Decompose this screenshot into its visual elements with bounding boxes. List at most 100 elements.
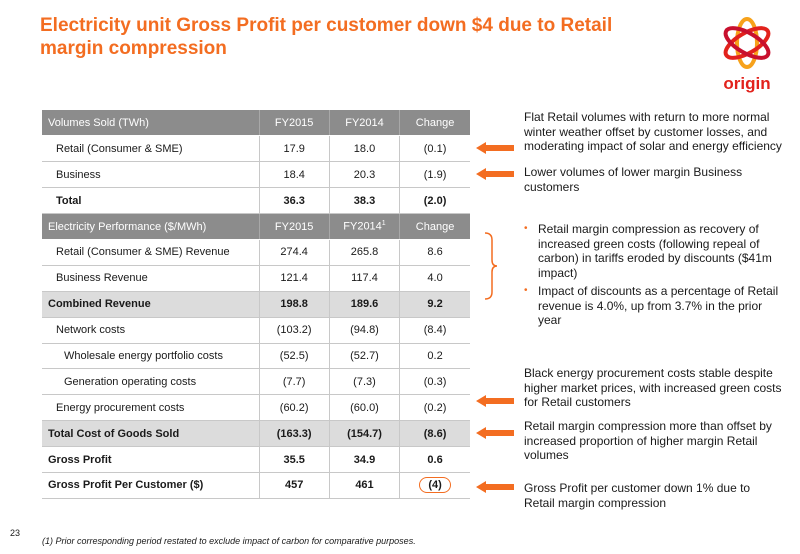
row-label: Retail (Consumer & SME) Revenue [42, 239, 259, 266]
arrow-left-icon [476, 168, 514, 180]
cell-fy2015: (52.5) [258, 343, 330, 370]
bullet-icon: • [524, 285, 528, 296]
cell-change: 9.2 [399, 291, 470, 318]
row-label: Total [42, 187, 259, 215]
performance-header-row: Electricity Performance ($/MWh) FY2015 F… [42, 213, 470, 240]
header-cell: FY2014 [328, 110, 400, 137]
origin-logo: origin [712, 16, 782, 96]
cell-change: (2.0) [399, 187, 470, 215]
cell-fy2014: 461 [328, 472, 400, 499]
note-gross-profit-per-customer: Gross Profit per customer down 1% due to… [524, 481, 751, 510]
note-business-volumes: Lower volumes of lower margin Business c… [524, 165, 743, 194]
cell-change: (0.2) [399, 394, 470, 422]
row-label: Gross Profit [42, 446, 259, 473]
header-cell: FY2015 [258, 110, 330, 137]
cell-change: (1.9) [399, 161, 470, 189]
cell-fy2015: 274.4 [258, 239, 330, 266]
header-fy2014-text: FY2014 [343, 220, 382, 233]
row-label: Generation operating costs [42, 368, 259, 396]
cell-fy2014: 20.3 [328, 161, 400, 189]
cell-fy2015: 36.3 [258, 187, 330, 215]
cell-fy2014: 38.3 [328, 187, 400, 215]
note-energy-procurement: Black energy procurement costs stable de… [524, 366, 782, 409]
cell-fy2015: 17.9 [258, 135, 330, 163]
cell-change: (4) [399, 472, 470, 499]
row-label: Business Revenue [42, 265, 259, 292]
cell-change: 0.2 [399, 343, 470, 370]
note-retail-volumes: Flat Retail volumes with return to more … [524, 110, 782, 153]
header-cell: FY20141 [328, 213, 400, 240]
arrow-left-icon [476, 142, 514, 154]
table-row: Total 36.3 38.3 (2.0) [42, 187, 470, 215]
table-row: Combined Revenue 198.8 189.6 9.2 [42, 291, 470, 318]
table-row: Gross Profit Per Customer ($) 457 461 (4… [42, 472, 470, 499]
list-item: • Impact of discounts as a percentage of … [524, 284, 786, 328]
cell-fy2014: (60.0) [328, 394, 400, 422]
cell-change: (0.1) [399, 135, 470, 163]
header-cell: Change [399, 110, 470, 137]
cell-fy2015: (7.7) [258, 368, 330, 396]
table-row: Gross Profit 35.5 34.9 0.6 [42, 446, 470, 473]
arrow-left-icon [476, 427, 514, 439]
table-row: Retail (Consumer & SME) Revenue 274.4 26… [42, 239, 470, 266]
cell-fy2014: 265.8 [328, 239, 400, 266]
header-cell: Change [399, 213, 470, 240]
table-row: Generation operating costs (7.7) (7.3) (… [42, 368, 470, 396]
cell-fy2015: (60.2) [258, 394, 330, 422]
retail-margin-bullets: • Retail margin compression as recovery o… [524, 222, 786, 332]
cell-change: 0.6 [399, 446, 470, 473]
origin-logo-mark-icon [723, 17, 771, 69]
cell-fy2015: 198.8 [258, 291, 330, 318]
row-label: Combined Revenue [42, 291, 259, 318]
cell-fy2014: 18.0 [328, 135, 400, 163]
row-label: Business [42, 161, 259, 189]
table-row: Network costs (103.2) (94.8) (8.4) [42, 317, 470, 344]
page-number: 23 [10, 528, 21, 538]
cell-fy2014: (94.8) [328, 317, 400, 344]
cell-change: (0.3) [399, 368, 470, 396]
electricity-performance-table: Volumes Sold (TWh) FY2015 FY2014 Change … [42, 110, 470, 499]
bullet-text: Retail margin compression as recovery of… [538, 222, 772, 280]
table-row: Retail (Consumer & SME) 17.9 18.0 (0.1) [42, 135, 470, 163]
cell-change: 4.0 [399, 265, 470, 292]
arrow-left-icon [476, 481, 514, 493]
cell-fy2015: 35.5 [258, 446, 330, 473]
table-row: Business 18.4 20.3 (1.9) [42, 161, 470, 189]
logo-wordmark: origin [723, 74, 771, 93]
cell-change: (8.6) [399, 420, 470, 448]
cell-fy2014: 117.4 [328, 265, 400, 292]
list-item: • Retail margin compression as recovery o… [524, 222, 786, 280]
row-label: Energy procurement costs [42, 394, 259, 422]
slide-title: Electricity unit Gross Profit per custom… [40, 15, 613, 59]
cell-fy2015: (163.3) [258, 420, 330, 448]
cell-fy2015: 121.4 [258, 265, 330, 292]
table-row: Total Cost of Goods Sold (163.3) (154.7)… [42, 420, 470, 448]
table-row: Energy procurement costs (60.2) (60.0) (… [42, 394, 470, 422]
footnote-marker: 1 [381, 220, 386, 228]
cell-fy2014: (154.7) [328, 420, 400, 448]
row-label: Retail (Consumer & SME) [42, 135, 259, 163]
header-cell: Volumes Sold (TWh) [42, 110, 259, 137]
footnote: (1) Prior corresponding period restated … [42, 536, 416, 546]
bullet-icon: • [524, 223, 528, 234]
volumes-header-row: Volumes Sold (TWh) FY2015 FY2014 Change [42, 110, 470, 137]
row-label: Total Cost of Goods Sold [42, 420, 259, 448]
cell-fy2015: 18.4 [258, 161, 330, 189]
cell-fy2015: 457 [258, 472, 330, 499]
cell-fy2014: 34.9 [328, 446, 400, 473]
cell-fy2014: (7.3) [328, 368, 400, 396]
row-label: Gross Profit Per Customer ($) [42, 472, 259, 499]
cell-fy2014: (52.7) [328, 343, 400, 370]
cell-fy2014: 189.6 [328, 291, 400, 318]
table-row: Business Revenue 121.4 117.4 4.0 [42, 265, 470, 292]
row-label: Wholesale energy portfolio costs [42, 343, 259, 370]
header-cell: Electricity Performance ($/MWh) [42, 213, 259, 240]
arrow-left-icon [476, 395, 514, 407]
cell-change: 8.6 [399, 239, 470, 266]
bullet-text: Impact of discounts as a percentage of R… [538, 284, 779, 327]
cell-change: (8.4) [399, 317, 470, 344]
curly-bracket-icon [484, 232, 498, 300]
highlight-circle: (4) [419, 477, 451, 494]
row-label: Network costs [42, 317, 259, 344]
table-row: Wholesale energy portfolio costs (52.5) … [42, 343, 470, 370]
